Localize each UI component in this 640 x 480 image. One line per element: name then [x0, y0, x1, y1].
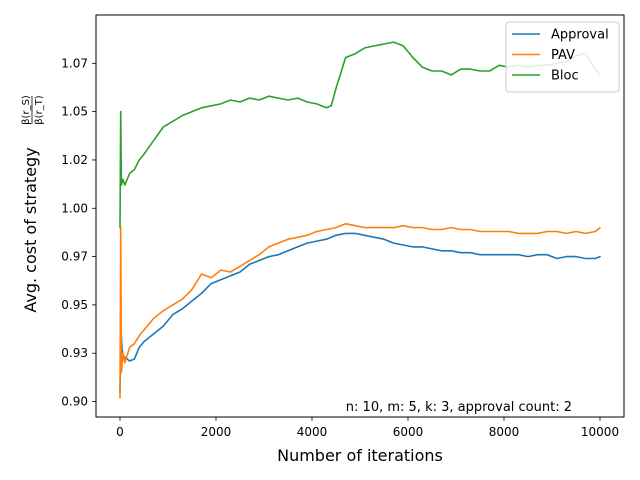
x-axis-label: Number of iterations	[277, 446, 443, 465]
x-tick-label: 8000	[489, 425, 520, 439]
y-tick-label: 1.02	[61, 153, 88, 167]
y-tick-label: 0.90	[61, 395, 88, 409]
x-tick-label: 0	[116, 425, 124, 439]
x-tick-label: 10000	[581, 425, 619, 439]
y-tick-label: 0.95	[61, 298, 88, 312]
legend-label-approval: Approval	[551, 28, 609, 43]
legend-label-bloc: Bloc	[551, 69, 579, 84]
series-line-pav	[119, 222, 601, 399]
y-axis-label-fraction-numerator: β(r_S)	[21, 95, 32, 125]
legend-label-pav: PAV	[551, 48, 575, 63]
y-axis-label-fraction-denominator: β(r_T)	[34, 95, 45, 125]
y-tick-label: 1.00	[61, 201, 88, 215]
x-axis: 0 2000 4000 6000 8000 10000	[116, 417, 619, 439]
y-tick-label: 0.93	[61, 346, 88, 360]
y-axis-label: Avg. cost of strategy	[21, 147, 40, 312]
y-tick-label: 1.05	[61, 105, 88, 119]
series-line-approval	[119, 232, 601, 393]
parameters-annotation: n: 10, m: 5, k: 3, approval count: 2	[346, 400, 572, 415]
legend: Approval PAV Bloc	[505, 21, 620, 93]
x-tick-label: 6000	[393, 425, 424, 439]
legend-entries: Approval PAV Bloc	[512, 28, 609, 84]
x-tick-label: 2000	[201, 425, 232, 439]
y-axis: 0.90 0.93 0.95 0.97 1.00 1.02 1.05 1.07	[61, 56, 96, 409]
y-tick-label: 1.07	[61, 56, 88, 70]
y-tick-label: 0.97	[61, 250, 88, 264]
plot-frame	[95, 14, 625, 418]
y-axis-label-group: Avg. cost of strategy β(r_S) β(r_T)	[21, 95, 45, 313]
x-tick-label: 4000	[297, 425, 328, 439]
